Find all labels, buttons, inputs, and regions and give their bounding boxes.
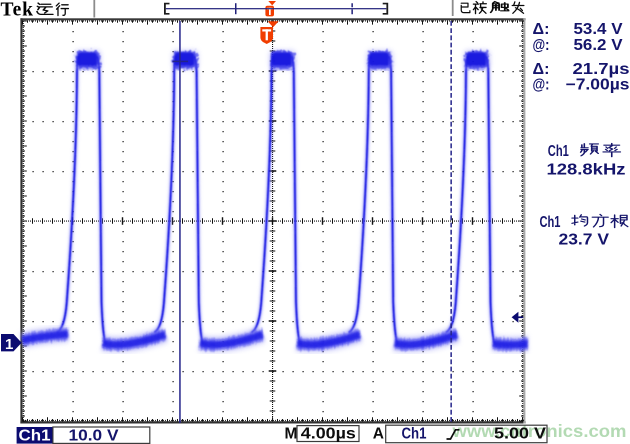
svg-text:5.00 V: 5.00 V — [494, 426, 547, 443]
svg-text:M: M — [285, 426, 298, 443]
svg-text:Δ:: Δ: — [533, 21, 550, 38]
svg-text:4.00µs: 4.00µs — [301, 425, 356, 442]
svg-text:Ch1: Ch1 — [19, 428, 51, 444]
svg-text:128.8kHz: 128.8kHz — [547, 162, 626, 179]
svg-text:Tek: Tek — [1, 0, 34, 21]
svg-text:Δ:: Δ: — [533, 61, 550, 78]
svg-text:1: 1 — [5, 336, 13, 353]
svg-text:Ch1: Ch1 — [548, 143, 569, 160]
svg-text:56.2 V: 56.2 V — [574, 37, 624, 54]
svg-text:23.7 V: 23.7 V — [559, 232, 610, 249]
svg-text:Ch1: Ch1 — [540, 214, 561, 231]
svg-text:−7.00µs: −7.00µs — [566, 77, 630, 94]
svg-text:@:: @: — [533, 37, 550, 54]
svg-text:A: A — [373, 425, 384, 442]
svg-text:Ch1: Ch1 — [402, 426, 427, 443]
svg-text:53.4 V: 53.4 V — [574, 21, 624, 38]
svg-text:21.7µs: 21.7µs — [573, 61, 630, 78]
svg-text:10.0 V: 10.0 V — [69, 428, 120, 444]
svg-text:@:: @: — [533, 77, 550, 94]
